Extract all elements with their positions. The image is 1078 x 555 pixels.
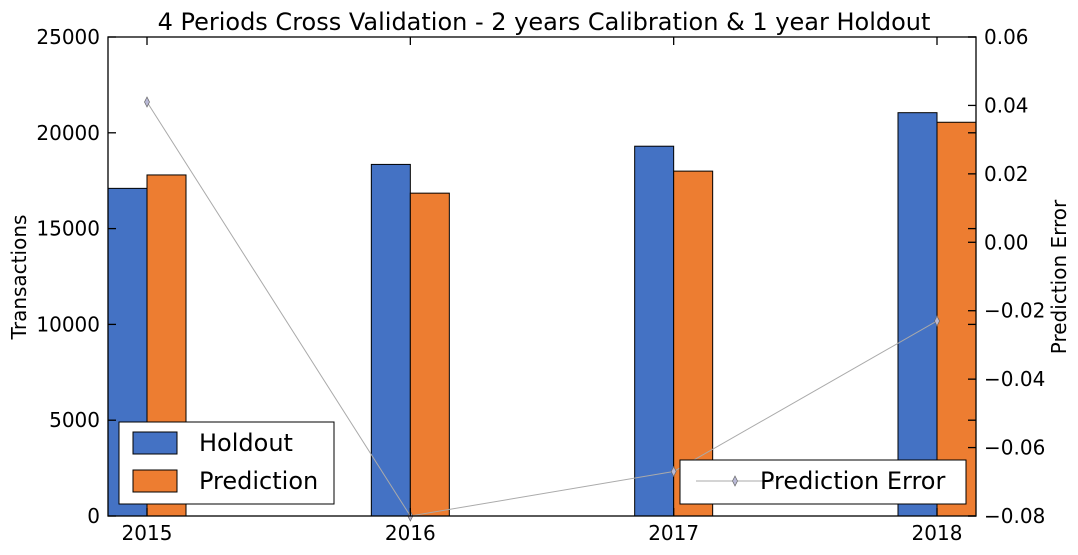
axes-group: 0 5000 10000 15000 20000 25000 −0.08 −0.06 −0.04… <box>36 25 1045 545</box>
y-tick-label: 20000 <box>36 121 100 145</box>
bar-holdout-2016 <box>370 163 411 517</box>
y-tick-label: 10000 <box>36 312 100 336</box>
legend-error-marker <box>732 475 738 487</box>
legend-prediction-swatch <box>132 469 178 493</box>
x-tick-label: 2018 <box>912 521 963 545</box>
y-tick-label: 0 <box>87 504 100 528</box>
plot-frame <box>107 36 977 517</box>
y2-tick-label: −0.04 <box>984 367 1045 391</box>
y2-tick-label: 0.06 <box>984 25 1029 49</box>
prediction-error-point-2017 <box>670 465 677 478</box>
legend-error-box <box>679 459 967 505</box>
legend-error: Prediction Error <box>679 459 967 505</box>
x-tick-label: 2017 <box>648 521 699 545</box>
chart-title: 4 Periods Cross Validation - 2 years Cal… <box>158 8 931 36</box>
legend-prediction-label: Prediction <box>199 467 318 495</box>
y2-tick-label: −0.06 <box>984 436 1045 460</box>
legend-holdout-label: Holdout <box>199 429 293 457</box>
legend-holdout-swatch <box>132 431 178 455</box>
y2-axis-label: Prediction Error <box>1047 199 1071 354</box>
x-tick-label: 2015 <box>122 521 173 545</box>
y-axis-label: Transactions <box>7 215 31 341</box>
prediction-error-line <box>146 101 938 517</box>
y2-tick-label: −0.02 <box>984 299 1045 323</box>
legend-bars: Holdout Prediction <box>118 421 335 505</box>
x-tick-label: 2016 <box>385 521 436 545</box>
y2-tick-label: 0.00 <box>984 230 1029 254</box>
y2-tick-label: 0.02 <box>984 162 1029 186</box>
y2-tick-label: 0.04 <box>984 93 1029 117</box>
y-tick-label: 5000 <box>49 408 100 432</box>
legend-error-label: Prediction Error <box>760 467 945 495</box>
bar-prediction-2018 <box>936 121 977 517</box>
bars-group <box>107 112 977 517</box>
bar-holdout-2017 <box>634 145 675 517</box>
prediction-error-point-2015 <box>144 96 150 108</box>
y-tick-label: 15000 <box>36 217 100 241</box>
y2-tick-label: −0.08 <box>984 504 1045 528</box>
y-tick-label: 25000 <box>36 25 100 49</box>
bar-prediction-2016 <box>409 192 450 517</box>
bar-holdout-2018 <box>897 112 938 517</box>
prediction-error-point-2018 <box>934 315 940 327</box>
